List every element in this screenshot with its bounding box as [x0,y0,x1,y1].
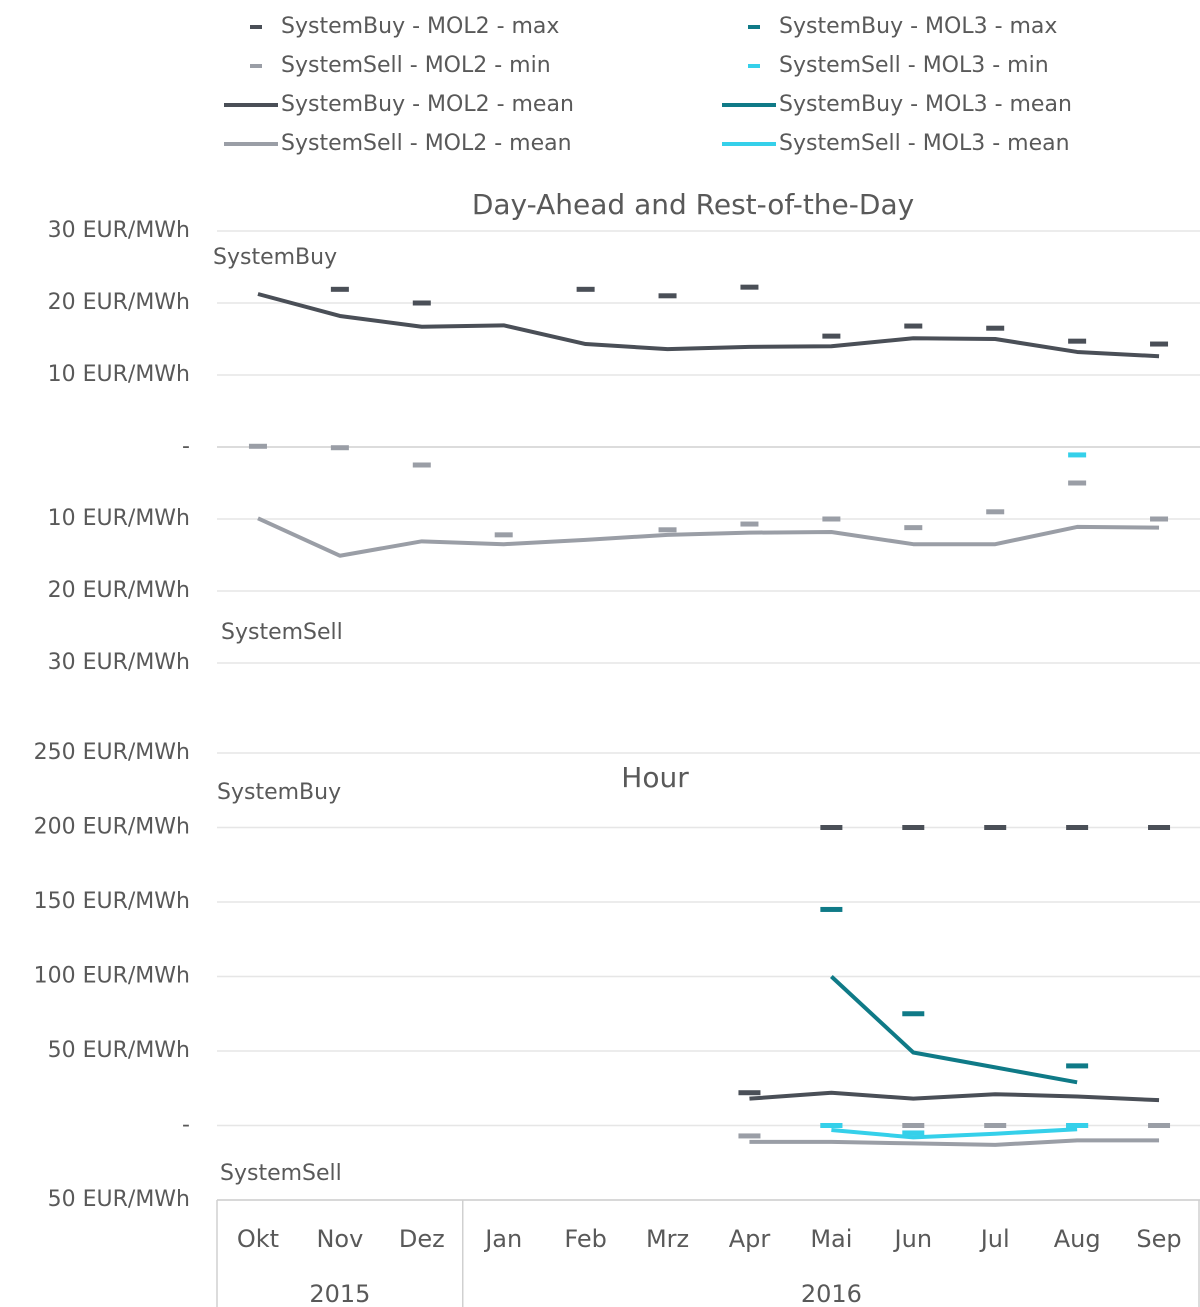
max-min-marker [658,293,677,299]
legend-label: SystemBuy - MOL2 - max [281,14,559,39]
x-tick-label: Jan [483,1225,522,1253]
legend-label: SystemSell - MOL3 - mean [779,131,1070,156]
annotation: SystemSell [221,620,343,645]
max-min-marker [576,286,595,292]
legend-label: SystemBuy - MOL2 - mean [281,92,574,117]
mean-line [749,1138,1160,1147]
mean-line [257,516,1160,558]
y-tick-label: 10 EUR/MWh [48,506,190,531]
mean-line [830,975,1078,1085]
y-tick-label: - [182,1113,190,1138]
legend-label: SystemSell - MOL2 - mean [281,131,572,156]
max-min-marker [1150,341,1169,347]
max-min-marker [822,333,841,339]
annotation: SystemBuy [213,245,337,270]
x-tick-label: Okt [237,1225,279,1253]
x-tick-label: Dez [399,1225,445,1253]
x-tick-label: Aug [1054,1225,1101,1253]
y-tick-label: - [182,434,190,459]
y-tick-label: 200 EUR/MWh [34,815,190,840]
y-tick-label: 30 EUR/MWh [48,650,190,675]
max-min-marker [740,284,759,290]
x-tick-label: Sep [1136,1225,1181,1253]
max-min-marker [658,527,677,533]
x-group-label: 2015 [309,1280,370,1307]
y-tick-label: 20 EUR/MWh [48,578,190,603]
max-min-marker [902,1130,925,1136]
max-min-marker [904,525,923,531]
max-min-marker [902,1123,925,1128]
max-min-marker [1068,480,1087,486]
max-min-marker [1068,452,1087,458]
x-tick-label: Mai [810,1225,852,1253]
x-tick-label: Feb [564,1225,607,1253]
max-min-marker [1148,1123,1171,1128]
x-tick-label: Nov [316,1225,363,1253]
legend-marker [250,25,262,29]
legend-label: SystemBuy - MOL3 - mean [779,92,1072,117]
max-min-marker [1066,1123,1089,1128]
legend-marker [748,64,760,68]
max-min-marker [330,445,349,451]
max-min-marker [740,521,759,527]
legend-label: SystemSell - MOL2 - min [281,53,551,78]
max-min-marker [986,325,1005,331]
max-min-marker [412,300,431,306]
legend-label: SystemBuy - MOL3 - max [779,14,1057,39]
legend-marker [748,25,760,29]
mean-line [831,1127,1078,1140]
mean-line [257,292,1160,359]
y-tick-label: 100 EUR/MWh [34,964,190,989]
max-min-marker [902,1011,925,1017]
annotation: SystemSell [220,1161,342,1186]
max-min-marker [248,443,267,449]
max-min-marker [904,323,923,329]
max-min-marker [986,509,1005,515]
max-min-marker [412,462,431,468]
max-min-marker [494,532,513,538]
max-min-marker [820,825,843,830]
x-group-label: 2016 [801,1280,862,1307]
y-tick-label: 10 EUR/MWh [48,362,190,387]
max-min-marker [738,1090,761,1096]
max-min-marker [1150,516,1169,522]
max-min-marker [1066,825,1089,830]
chart-title: Hour [621,761,689,794]
x-tick-label: Jul [979,1225,1010,1253]
max-min-marker [820,906,843,912]
max-min-marker [1068,338,1087,344]
y-tick-label: 250 EUR/MWh [34,740,190,765]
max-min-marker [738,1133,761,1139]
mean-line [749,1090,1160,1103]
max-min-marker [1148,825,1171,830]
y-tick-label: 20 EUR/MWh [48,290,190,315]
max-min-marker [822,516,841,522]
y-tick-label: 30 EUR/MWh [48,218,190,243]
max-min-marker [820,1123,843,1128]
chart-title: Day-Ahead and Rest-of-the-Day [472,188,914,221]
y-tick-label: 150 EUR/MWh [34,889,190,914]
max-min-marker [984,1123,1007,1128]
annotation: SystemBuy [217,780,341,805]
legend-label: SystemSell - MOL3 - min [779,53,1049,78]
x-tick-label: Jun [893,1225,933,1253]
legend-marker [250,64,262,68]
max-min-marker [1066,1063,1089,1069]
y-tick-label: 50 EUR/MWh [48,1187,190,1212]
max-min-marker [984,825,1007,830]
max-min-marker [902,825,925,830]
max-min-marker [330,286,349,292]
x-tick-label: Mrz [646,1225,689,1253]
y-tick-label: 50 EUR/MWh [48,1038,190,1063]
x-tick-label: Apr [729,1225,771,1253]
